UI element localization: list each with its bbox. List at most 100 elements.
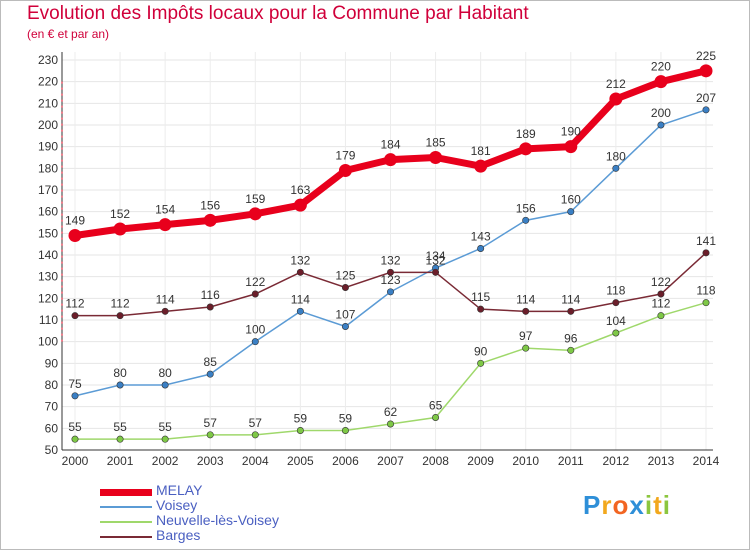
data-label-barges: 141 bbox=[696, 234, 716, 248]
y-tick-label: 180 bbox=[38, 161, 58, 175]
data-point-voisey bbox=[206, 370, 214, 378]
data-point-melay bbox=[429, 151, 443, 164]
x-tick-label: 2013 bbox=[648, 454, 675, 468]
data-point-neuvelle-l-s-voisey bbox=[206, 431, 214, 439]
x-tick-label: 2005 bbox=[287, 454, 314, 468]
data-label-neuvelle-l-s-voisey: 104 bbox=[606, 314, 626, 328]
data-point-voisey bbox=[657, 121, 665, 129]
data-label-voisey: 200 bbox=[651, 106, 671, 120]
data-label-neuvelle-l-s-voisey: 57 bbox=[249, 416, 263, 430]
legend-swatch bbox=[100, 489, 152, 496]
y-tick-label: 80 bbox=[45, 378, 59, 392]
data-label-neuvelle-l-s-voisey: 96 bbox=[564, 331, 578, 345]
data-point-melay bbox=[609, 92, 623, 106]
data-label-melay: 156 bbox=[200, 198, 220, 212]
data-point-barges bbox=[341, 283, 349, 291]
data-label-neuvelle-l-s-voisey: 59 bbox=[339, 412, 353, 426]
data-point-melay bbox=[338, 164, 352, 177]
data-point-barges bbox=[251, 290, 259, 298]
y-tick-label: 220 bbox=[38, 75, 58, 89]
data-point-neuvelle-l-s-voisey bbox=[432, 413, 440, 421]
data-label-melay: 154 bbox=[155, 203, 175, 217]
y-tick-label: 170 bbox=[38, 183, 58, 197]
x-tick-label: 2007 bbox=[377, 454, 404, 468]
data-point-melay bbox=[519, 142, 533, 156]
data-point-neuvelle-l-s-voisey bbox=[341, 426, 349, 434]
legend-label: MELAY bbox=[156, 482, 203, 498]
x-tick-label: 2008 bbox=[422, 454, 449, 468]
data-point-neuvelle-l-s-voisey bbox=[567, 346, 575, 354]
x-tick-label: 2006 bbox=[332, 454, 359, 468]
data-point-voisey bbox=[71, 392, 79, 400]
data-point-voisey bbox=[477, 245, 485, 253]
data-point-neuvelle-l-s-voisey bbox=[702, 299, 710, 307]
data-point-neuvelle-l-s-voisey bbox=[477, 359, 485, 367]
data-point-voisey bbox=[341, 322, 349, 330]
data-label-voisey: 80 bbox=[113, 366, 127, 380]
data-point-melay bbox=[293, 198, 307, 212]
data-label-barges: 114 bbox=[516, 292, 535, 306]
data-label-melay: 184 bbox=[380, 138, 400, 152]
data-label-barges: 122 bbox=[245, 275, 265, 289]
data-label-voisey: 143 bbox=[471, 230, 491, 244]
data-point-barges bbox=[702, 249, 710, 257]
data-label-neuvelle-l-s-voisey: 90 bbox=[474, 344, 488, 358]
data-label-barges: 116 bbox=[201, 288, 220, 302]
x-tick-label: 2010 bbox=[512, 454, 539, 468]
x-tick-label: 2011 bbox=[558, 454, 584, 468]
data-label-voisey: 85 bbox=[204, 355, 218, 369]
data-point-voisey bbox=[386, 288, 394, 296]
data-point-voisey bbox=[702, 106, 710, 114]
data-label-barges: 118 bbox=[606, 284, 625, 298]
y-tick-label: 140 bbox=[38, 248, 58, 262]
data-label-barges: 112 bbox=[111, 297, 130, 311]
data-label-neuvelle-l-s-voisey: 55 bbox=[113, 420, 127, 434]
logo-letter: t bbox=[653, 490, 663, 520]
data-label-neuvelle-l-s-voisey: 62 bbox=[384, 405, 398, 419]
data-label-voisey: 160 bbox=[561, 193, 581, 207]
data-label-melay: 212 bbox=[606, 77, 626, 91]
data-label-barges: 114 bbox=[561, 292, 580, 306]
data-point-voisey bbox=[251, 338, 259, 346]
y-tick-label: 160 bbox=[38, 205, 58, 219]
data-point-barges bbox=[612, 299, 620, 307]
data-label-barges: 125 bbox=[335, 269, 355, 283]
data-label-neuvelle-l-s-voisey: 118 bbox=[696, 284, 715, 298]
data-point-barges bbox=[657, 290, 665, 298]
logo-letter: i bbox=[644, 490, 654, 520]
legend-label: Barges bbox=[156, 527, 201, 543]
legend-item-melay: MELAY bbox=[100, 482, 360, 498]
logo-letter: i bbox=[662, 490, 671, 520]
data-label-voisey: 180 bbox=[606, 149, 626, 163]
data-point-neuvelle-l-s-voisey bbox=[116, 435, 124, 443]
data-label-melay: 163 bbox=[290, 183, 310, 197]
data-label-barges: 132 bbox=[380, 253, 400, 267]
y-tick-label: 100 bbox=[38, 335, 58, 349]
x-tick-label: 2002 bbox=[152, 454, 179, 468]
data-point-voisey bbox=[161, 381, 169, 389]
x-tick-label: 2003 bbox=[197, 454, 224, 468]
data-label-voisey: 80 bbox=[158, 366, 172, 380]
data-label-melay: 179 bbox=[335, 149, 355, 163]
data-label-barges: 132 bbox=[426, 253, 446, 267]
y-tick-label: 90 bbox=[45, 356, 59, 370]
data-label-neuvelle-l-s-voisey: 55 bbox=[158, 420, 172, 434]
data-label-voisey: 123 bbox=[380, 273, 400, 287]
logo-letter: r bbox=[601, 490, 613, 520]
y-tick-label: 60 bbox=[45, 421, 59, 435]
y-tick-label: 110 bbox=[39, 313, 58, 327]
data-point-melay bbox=[699, 64, 713, 78]
data-point-neuvelle-l-s-voisey bbox=[71, 435, 79, 443]
data-point-voisey bbox=[612, 164, 620, 172]
data-label-voisey: 75 bbox=[68, 377, 82, 391]
data-point-neuvelle-l-s-voisey bbox=[522, 344, 530, 352]
chart-title: Evolution des Impôts locaux pour la Comm… bbox=[27, 3, 529, 24]
y-tick-label: 150 bbox=[38, 226, 58, 240]
chart-subtitle: (en € et par an) bbox=[27, 27, 110, 41]
data-label-melay: 190 bbox=[561, 125, 581, 139]
data-point-neuvelle-l-s-voisey bbox=[251, 431, 259, 439]
legend-swatch bbox=[100, 506, 152, 508]
y-tick-label: 50 bbox=[45, 443, 59, 457]
data-label-melay: 185 bbox=[426, 136, 446, 150]
logo-letter: x bbox=[629, 490, 645, 520]
